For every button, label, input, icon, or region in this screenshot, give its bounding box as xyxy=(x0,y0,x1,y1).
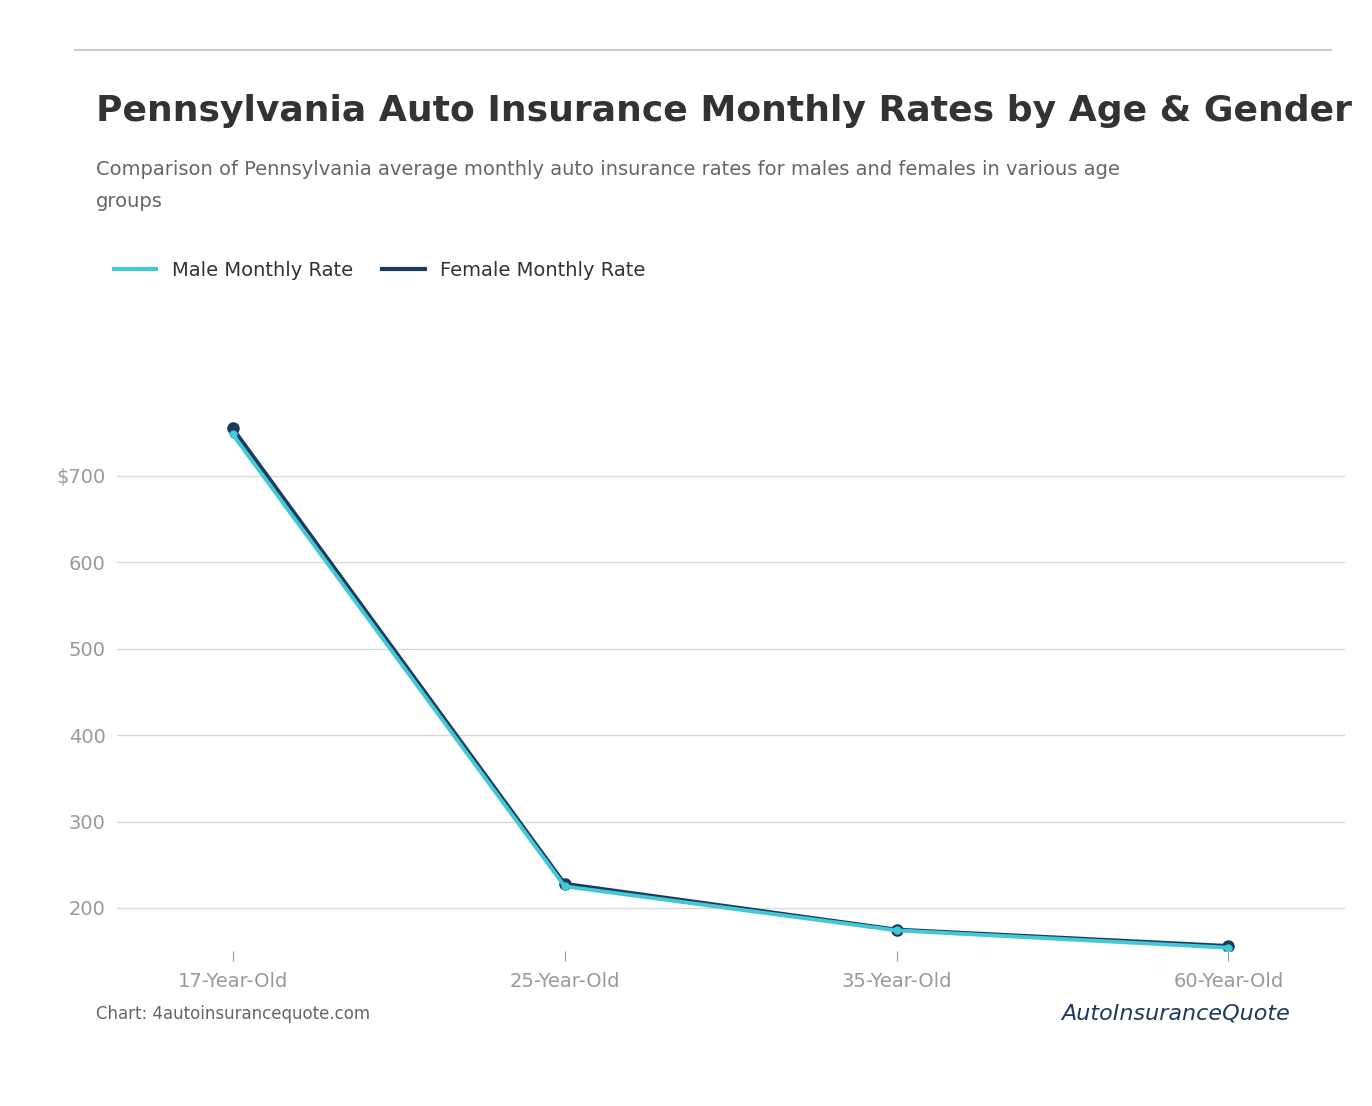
Text: Comparison of Pennsylvania average monthly auto insurance rates for males and fe: Comparison of Pennsylvania average month… xyxy=(96,160,1120,179)
Text: Chart: 4autoinsurancequote.com: Chart: 4autoinsurancequote.com xyxy=(96,1005,370,1023)
Text: AutoInsuranceQuote: AutoInsuranceQuote xyxy=(1061,1003,1290,1023)
Text: groups: groups xyxy=(96,192,163,211)
Legend: Male Monthly Rate, Female Monthly Rate: Male Monthly Rate, Female Monthly Rate xyxy=(106,253,653,288)
Text: Pennsylvania Auto Insurance Monthly Rates by Age & Gender: Pennsylvania Auto Insurance Monthly Rate… xyxy=(96,94,1351,128)
